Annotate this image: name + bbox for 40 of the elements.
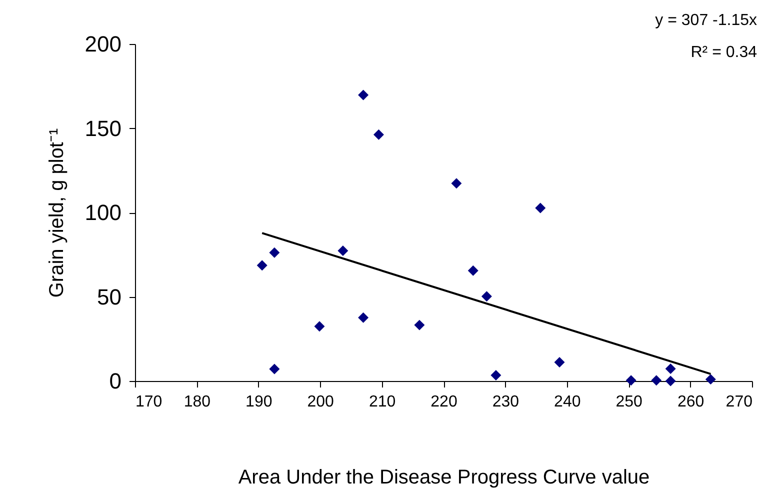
x-tick-label: 220 xyxy=(430,394,458,410)
x-tick-label: 230 xyxy=(492,394,520,410)
point xyxy=(358,312,369,323)
point xyxy=(705,374,716,385)
y-tick-label: 50 xyxy=(97,284,122,310)
y-tick-label: 100 xyxy=(84,200,122,225)
x-tick-label: 260 xyxy=(677,394,704,410)
x-tick-label: 200 xyxy=(307,394,334,410)
point xyxy=(554,357,565,368)
x-tick-label: 270 xyxy=(726,394,753,410)
point xyxy=(481,291,492,302)
point xyxy=(414,320,425,330)
x-tick-label: 250 xyxy=(616,394,643,410)
point xyxy=(358,90,369,100)
y-tick-label: 0 xyxy=(109,368,122,394)
annotation: R² = 0.34 xyxy=(690,44,758,61)
x-tick-label: 190 xyxy=(246,394,272,410)
y-tick-label: 150 xyxy=(84,116,122,141)
text: y = 307 -1.15x xyxy=(655,12,757,29)
point xyxy=(535,202,546,214)
x-tick-label: 180 xyxy=(184,394,211,410)
point xyxy=(338,246,348,256)
point xyxy=(373,129,384,140)
point xyxy=(256,260,268,271)
point xyxy=(665,363,676,374)
x-tick-label: 240 xyxy=(554,394,581,410)
point xyxy=(269,364,280,374)
x-tick-label: 170 xyxy=(136,394,162,410)
point xyxy=(468,265,478,276)
point xyxy=(451,178,462,189)
point xyxy=(490,370,502,381)
y-axis-title: Grain yield, g plot⁻¹ xyxy=(46,128,68,298)
x-axis-title: Area Under the Disease Progress Curve value xyxy=(238,466,650,488)
y-tick-label: 200 xyxy=(84,32,122,56)
point xyxy=(651,375,662,386)
point xyxy=(314,321,325,332)
point xyxy=(626,375,636,386)
point xyxy=(665,376,676,386)
x-tick-label: 210 xyxy=(368,394,396,410)
point xyxy=(269,247,280,258)
